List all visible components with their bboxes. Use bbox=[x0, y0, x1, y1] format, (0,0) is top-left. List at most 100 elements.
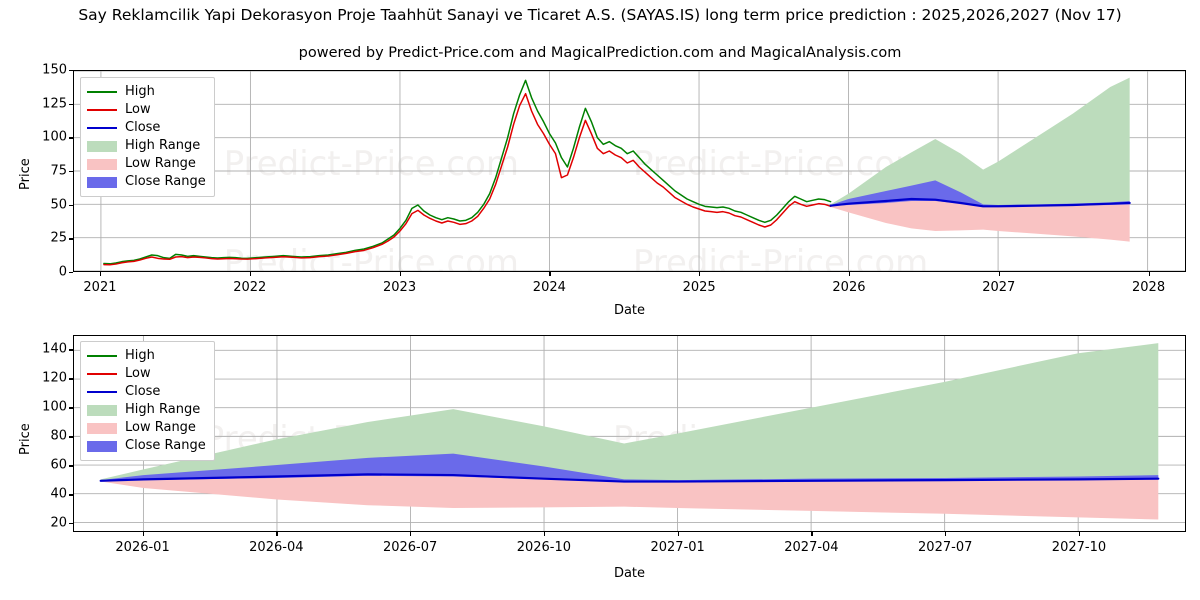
legend-label: Close bbox=[125, 120, 161, 135]
x-axis-tick-mark bbox=[410, 532, 412, 536]
top-chart-y-axis-label: Price bbox=[18, 158, 33, 190]
band-low-range bbox=[100, 474, 1159, 520]
legend-line-swatch bbox=[87, 127, 117, 129]
y-axis-tick-mark bbox=[69, 70, 73, 72]
x-axis-tick-label: 2027-10 bbox=[1051, 540, 1107, 555]
y-axis-tick-label: 25 bbox=[50, 230, 67, 246]
y-axis-tick-mark bbox=[69, 465, 73, 467]
x-axis-tick-mark bbox=[99, 272, 102, 276]
y-axis-tick-label: 140 bbox=[42, 341, 67, 357]
x-axis-tick-label: 2021 bbox=[83, 280, 117, 295]
legend-item-high-range: High Range bbox=[87, 401, 206, 419]
y-axis-tick-label: 75 bbox=[50, 163, 67, 179]
legend-label: Close Range bbox=[125, 438, 206, 453]
legend-patch-swatch bbox=[87, 176, 117, 188]
x-axis-tick-mark bbox=[1078, 532, 1081, 536]
page-subtitle: powered by Predict-Price.com and Magical… bbox=[298, 45, 902, 61]
y-axis-tick-label: 125 bbox=[42, 96, 67, 112]
x-axis-tick-label: 2027-01 bbox=[650, 540, 705, 555]
series-line-close bbox=[99, 473, 1160, 483]
x-axis-tick-label: 2027-07 bbox=[918, 540, 973, 555]
y-axis-tick-mark bbox=[69, 238, 73, 240]
band-high-range bbox=[100, 343, 1159, 482]
x-axis-tick-mark bbox=[998, 272, 1000, 276]
y-axis-tick-mark bbox=[69, 171, 73, 173]
bottom-chart-legend: High Low Close High Range Low Range Close Ran… bbox=[80, 341, 215, 461]
legend-patch-swatch bbox=[87, 158, 117, 170]
legend-label: Close Range bbox=[125, 174, 206, 189]
band-high-range bbox=[830, 77, 1130, 207]
y-axis-tick-mark bbox=[69, 137, 73, 139]
y-axis-tick-label: 0 bbox=[58, 264, 67, 280]
x-axis-tick-mark bbox=[276, 532, 278, 536]
watermark-text: Predict-Price.com bbox=[224, 144, 519, 183]
x-axis-tick-label: 2025 bbox=[682, 280, 716, 295]
legend-label: High Range bbox=[125, 138, 201, 153]
legend-patch-swatch bbox=[87, 440, 117, 452]
legend-patch-swatch bbox=[87, 140, 117, 152]
x-axis-tick-mark bbox=[249, 272, 251, 276]
legend-line-swatch bbox=[87, 355, 117, 357]
legend-item-low-range: Low Range bbox=[87, 155, 206, 173]
y-axis-tick-label: 150 bbox=[42, 62, 67, 78]
y-axis-tick-mark bbox=[69, 494, 73, 496]
y-axis-tick-mark bbox=[69, 204, 73, 206]
y-axis-tick-mark bbox=[69, 407, 73, 409]
y-axis-tick-label: 100 bbox=[42, 399, 67, 415]
legend-label: Low bbox=[125, 102, 151, 117]
x-axis-tick-label: 2026-07 bbox=[382, 540, 438, 555]
x-axis-tick-label: 2024 bbox=[532, 280, 566, 295]
legend-item-low: Low bbox=[87, 101, 206, 119]
x-axis-tick-label: 2026 bbox=[832, 280, 866, 295]
x-axis-tick-mark bbox=[549, 272, 551, 276]
y-axis-tick-mark bbox=[69, 436, 73, 438]
x-axis-tick-label: 2026-10 bbox=[516, 540, 572, 555]
x-axis-tick-label: 2028 bbox=[1132, 280, 1166, 295]
bottom-chart-x-axis-label: Date bbox=[613, 566, 646, 581]
legend-line-swatch bbox=[87, 391, 117, 393]
bottom-chart-y-axis-label: Price bbox=[18, 423, 33, 455]
top-chart-x-axis-label: Date bbox=[613, 303, 646, 318]
x-axis-tick-mark bbox=[142, 532, 144, 536]
series-line-high bbox=[103, 79, 832, 265]
x-axis-tick-mark bbox=[945, 532, 947, 536]
legend-item-close: Close bbox=[87, 383, 206, 401]
series-line-close bbox=[829, 197, 1131, 208]
y-axis-tick-label: 100 bbox=[42, 129, 67, 145]
legend-line-swatch bbox=[87, 91, 117, 93]
x-axis-tick-mark bbox=[677, 532, 679, 536]
legend-label: Close bbox=[125, 384, 161, 399]
x-axis-tick-label: 2027-04 bbox=[784, 540, 839, 555]
x-axis-tick-mark bbox=[399, 272, 401, 276]
x-axis-tick-label: 2027 bbox=[982, 280, 1016, 295]
x-axis-tick-label: 2026-04 bbox=[249, 540, 304, 555]
x-axis-tick-mark bbox=[848, 272, 851, 276]
y-axis-tick-label: 120 bbox=[42, 370, 67, 386]
top-chart-plot-area: Predict-Price.com Predict-Price.com Predic… bbox=[73, 70, 1186, 272]
x-axis-tick-mark bbox=[811, 532, 813, 536]
top-chart-legend: High Low Close High Range Low Range Close Ran… bbox=[80, 77, 215, 197]
legend-line-swatch bbox=[87, 373, 117, 375]
y-axis-tick-mark bbox=[69, 272, 73, 274]
x-axis-tick-label: 2026-01 bbox=[115, 540, 170, 555]
legend-item-high-range: High Range bbox=[87, 137, 206, 155]
y-axis-tick-mark bbox=[69, 349, 73, 351]
legend-item-low-range: Low Range bbox=[87, 419, 206, 437]
x-axis-tick-mark bbox=[1148, 272, 1150, 276]
x-axis-tick-mark bbox=[699, 272, 701, 276]
legend-label: Low bbox=[125, 366, 151, 381]
legend-patch-swatch bbox=[87, 422, 117, 434]
y-axis-tick-label: 80 bbox=[50, 428, 67, 444]
legend-label: High Range bbox=[125, 402, 201, 417]
legend-item-high: High bbox=[87, 347, 206, 365]
top-chart-canvas: Predict-Price.com Predict-Price.comPredic… bbox=[74, 71, 1185, 271]
watermark-text: Predict-Price.com bbox=[633, 243, 928, 271]
legend-item-close-range: Close Range bbox=[87, 173, 206, 191]
legend-label: High bbox=[125, 84, 155, 99]
legend-item-low: Low bbox=[87, 365, 206, 383]
top-chart: Predict-Price.com Predict-Price.com Predic… bbox=[73, 70, 1186, 272]
